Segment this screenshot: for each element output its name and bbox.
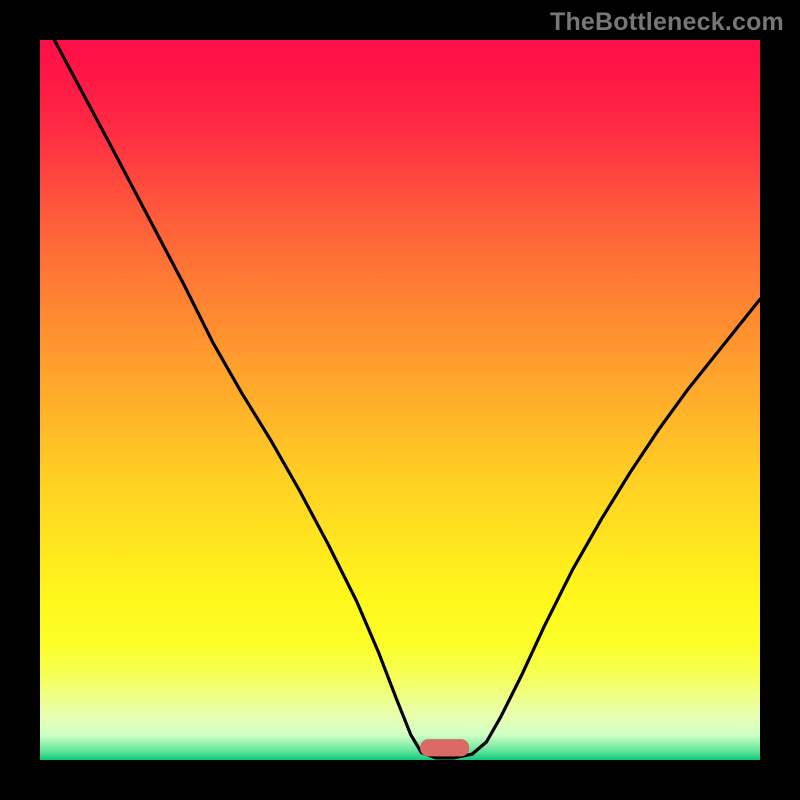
plot-gradient-background [40, 40, 760, 760]
optimal-marker [420, 739, 469, 756]
chart-container: TheBottleneck.com [0, 0, 800, 800]
watermark-text: TheBottleneck.com [550, 8, 784, 37]
bottleneck-curve-chart [0, 0, 800, 800]
